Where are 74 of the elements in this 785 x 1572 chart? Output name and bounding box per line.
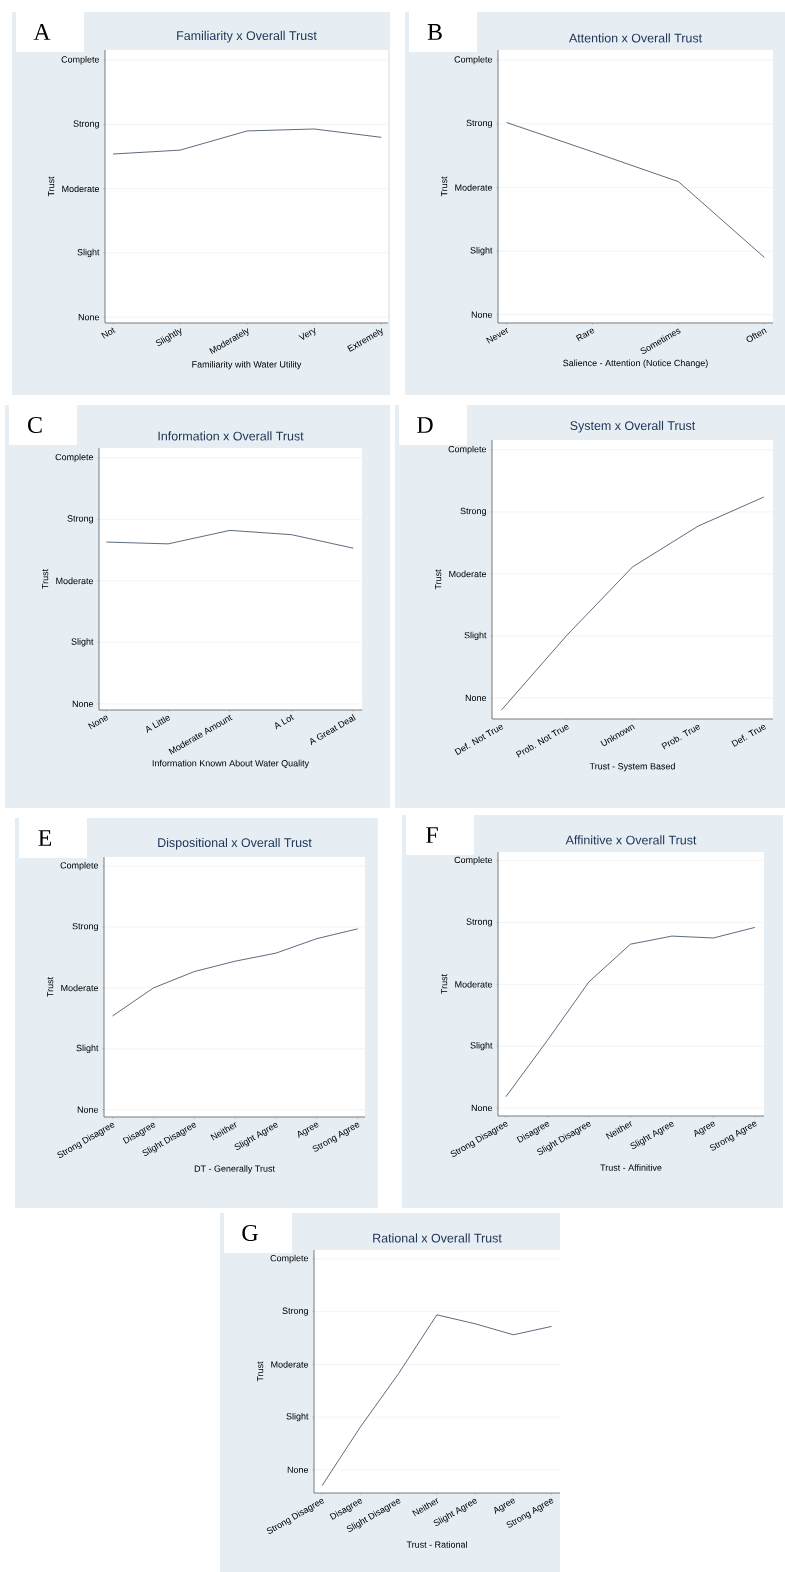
text: Slight: [286, 1412, 309, 1422]
text: Moderate: [271, 1361, 309, 1368]
text: Moderate: [455, 981, 493, 988]
text: D: [417, 417, 433, 433]
x-axis-title: DT - Generally Trust: [194, 1165, 275, 1174]
x-tick-label: Often: [746, 328, 767, 343]
y-axis-title: Trust: [257, 1361, 264, 1382]
text: C: [28, 416, 42, 434]
text: Complete: [60, 861, 99, 871]
x-axis-title: Trust - System Based: [589, 762, 675, 772]
text: Moderate: [61, 984, 99, 992]
text: None: [77, 1106, 99, 1113]
text: None: [471, 1104, 493, 1112]
y-axis-title: Trust: [435, 569, 442, 590]
x-tick-label: A Lot: [275, 714, 295, 730]
text: Moderate: [56, 577, 94, 585]
x-tick-label: A Little: [146, 715, 171, 733]
text: Complete: [55, 453, 94, 463]
chart-title: Rational x Overall Trust: [373, 1233, 502, 1243]
text: F: [426, 827, 438, 843]
x-tick-label: Def. True: [731, 724, 766, 747]
x-axis-title: Trust - Affinitive: [600, 1164, 662, 1171]
text: Strong: [282, 1307, 308, 1316]
text: Complete: [454, 856, 493, 865]
text: Slight: [470, 246, 493, 256]
chart-title: Affinitive x Overall Trust: [565, 835, 697, 845]
x-tick-label: Rare: [575, 328, 595, 342]
text: Strong: [72, 922, 98, 932]
text: None: [287, 1466, 309, 1473]
x-axis-title: Familiarity with Water Utility: [192, 360, 302, 370]
text: Strong: [466, 119, 492, 128]
x-axis-title: Information Known About Water Quality: [152, 759, 310, 769]
x-tick-label: Very: [298, 327, 316, 340]
text: Slight: [71, 638, 94, 647]
text: Complete: [448, 445, 487, 455]
x-axis-title: Trust - Rational: [406, 1541, 467, 1548]
x-tick-label: Def. Not True: [454, 724, 504, 756]
text: Moderate: [455, 184, 493, 191]
text: Strong: [73, 120, 99, 129]
text: Complete: [454, 55, 493, 65]
y-axis-title: Trust: [441, 974, 448, 994]
text: Strong: [466, 918, 492, 927]
text: Strong: [67, 515, 93, 524]
text: None: [72, 700, 94, 707]
text: G: [242, 1224, 258, 1242]
text: Complete: [61, 56, 100, 65]
text: Slight: [76, 1044, 99, 1053]
chart-title: Familiarity x Overall Trust: [177, 30, 317, 43]
x-tick-label: None: [88, 715, 109, 730]
chart-title: Attention x Overall Trust: [568, 33, 702, 43]
text: Strong: [460, 507, 486, 516]
text: A: [33, 24, 51, 40]
x-tick-label: Prob. Not True: [515, 724, 569, 758]
chart-title: Dispositional x Overall Trust: [158, 837, 312, 850]
x-tick-label: Prob. True: [661, 724, 701, 750]
y-axis-title: Trust: [42, 569, 49, 589]
text: B: [427, 24, 442, 40]
text: Slight: [464, 631, 487, 641]
text: Complete: [270, 1254, 309, 1264]
text: None: [465, 694, 487, 702]
x-tick-label: Not: [101, 327, 116, 339]
text: Moderate: [449, 570, 487, 578]
chart-title: System x Overall Trust: [570, 420, 696, 433]
text: Slight: [77, 248, 100, 258]
text: None: [78, 314, 100, 321]
text: None: [471, 311, 493, 318]
y-axis-title: Trust: [47, 977, 54, 997]
x-axis-title: Salience - Attention (Notice Change): [563, 359, 708, 368]
y-axis-title: Trust: [48, 176, 55, 197]
chart-title: Information x Overall Trust: [158, 431, 304, 441]
text: Slight: [470, 1041, 493, 1051]
text: Moderate: [62, 185, 100, 193]
text: E: [38, 830, 52, 846]
y-axis-title: Trust: [441, 176, 448, 197]
